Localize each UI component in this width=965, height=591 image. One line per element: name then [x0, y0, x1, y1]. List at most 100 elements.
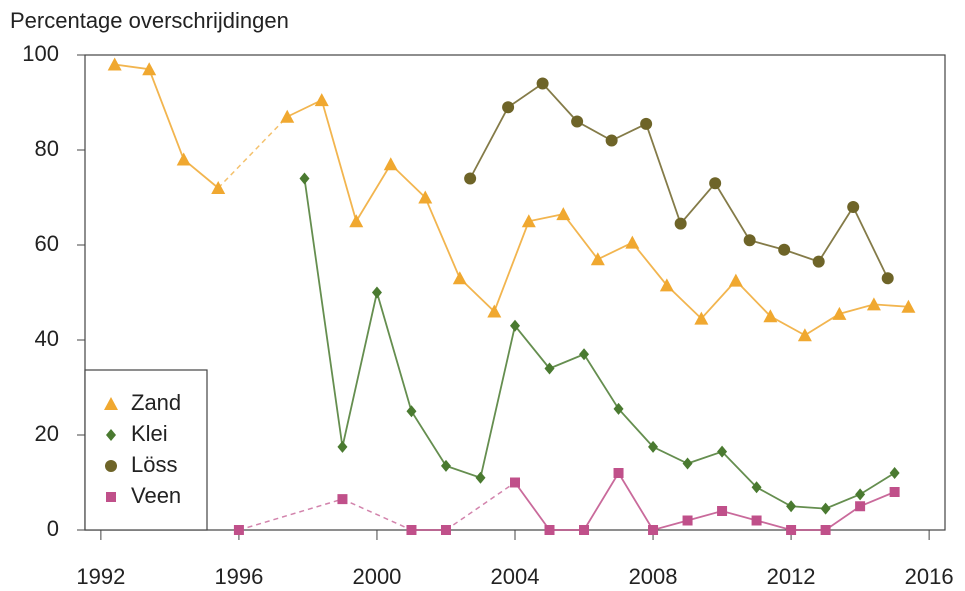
marker-diamond: [510, 319, 520, 332]
series-line: [303, 178, 896, 510]
marker-square: [613, 468, 624, 478]
marker-square: [648, 525, 659, 535]
marker-diamond: [717, 445, 728, 458]
marker-triangle: [383, 157, 398, 171]
marker-triangle: [797, 328, 812, 342]
marker-diamond: [299, 172, 310, 185]
x-tick-label: 2016: [905, 564, 954, 589]
marker-triangle: [142, 62, 157, 76]
marker-triangle: [556, 207, 571, 221]
marker-diamond: [648, 440, 659, 453]
x-tick-label: 1996: [214, 564, 263, 589]
gap-bridge: [217, 116, 288, 189]
marker-triangle: [314, 93, 329, 107]
marker-diamond: [337, 440, 348, 453]
marker-triangle: [625, 235, 640, 249]
series-line: [469, 82, 889, 279]
marker-triangle: [280, 109, 295, 123]
plot-frame: [84, 54, 946, 531]
x-tick-label: 2012: [767, 564, 816, 589]
marker-circle: [881, 272, 894, 285]
marker-diamond: [544, 362, 555, 375]
series-line: [411, 471, 895, 532]
y-tick-label: 0: [47, 516, 59, 541]
marker-circle: [464, 172, 477, 185]
marker-triangle: [349, 214, 364, 228]
y-tick-label: 60: [35, 231, 59, 256]
x-tick-label: 2000: [352, 564, 401, 589]
marker-triangle: [659, 278, 674, 292]
y-tick-label: 100: [22, 41, 59, 66]
marker-diamond: [440, 459, 451, 472]
marker-diamond: [106, 429, 116, 441]
marker-diamond: [371, 286, 382, 299]
gap-bridge: [238, 498, 343, 531]
x-tick-label: 2008: [629, 564, 678, 589]
marker-triangle: [418, 190, 433, 204]
marker-square: [889, 487, 900, 497]
marker-triangle: [728, 273, 743, 287]
marker-square: [233, 525, 244, 535]
marker-triangle: [176, 152, 191, 166]
gap-bridge: [342, 498, 412, 531]
gap-bridge: [445, 481, 516, 531]
marker-square: [751, 515, 762, 526]
marker-diamond: [820, 502, 831, 515]
marker-triangle: [521, 214, 536, 228]
legend-box: [84, 369, 208, 531]
marker-diamond: [855, 488, 866, 501]
marker-circle: [847, 201, 860, 213]
marker-circle: [778, 243, 791, 256]
marker-square: [855, 501, 866, 512]
marker-square: [682, 515, 693, 526]
legend-label: Veen: [131, 483, 181, 508]
marker-triangle: [832, 306, 847, 320]
marker-triangle: [590, 252, 605, 266]
marker-circle: [640, 117, 653, 130]
marker-diamond: [475, 471, 486, 484]
y-tick-label: 20: [35, 421, 59, 446]
marker-triangle: [901, 299, 916, 313]
legend-label: Klei: [131, 421, 168, 446]
marker-diamond: [786, 500, 797, 513]
marker-diamond: [889, 467, 900, 479]
marker-square: [786, 525, 797, 535]
marker-circle: [502, 101, 515, 114]
marker-circle: [536, 77, 549, 90]
marker-square: [406, 525, 417, 535]
legend-label: Löss: [131, 452, 177, 477]
marker-square: [106, 492, 116, 502]
marker-triangle: [487, 304, 502, 318]
marker-triangle: [866, 297, 881, 311]
marker-triangle: [104, 397, 118, 410]
marker-square: [337, 494, 348, 505]
y-axis-label: Percentage overschrijdingen: [10, 8, 289, 33]
marker-diamond: [613, 402, 624, 415]
marker-diamond: [682, 457, 693, 470]
x-tick-label: 1992: [76, 564, 125, 589]
marker-square: [510, 477, 520, 488]
marker-circle: [571, 115, 584, 128]
marker-diamond: [751, 481, 762, 494]
marker-circle: [743, 234, 756, 247]
marker-circle: [709, 177, 722, 190]
x-tick-label: 2004: [491, 564, 540, 589]
marker-triangle: [211, 181, 226, 194]
marker-circle: [674, 217, 687, 230]
marker-square: [820, 525, 831, 535]
marker-triangle: [763, 309, 778, 323]
marker-circle: [105, 460, 117, 472]
y-tick-label: 40: [35, 326, 59, 351]
marker-diamond: [406, 405, 417, 418]
marker-square: [579, 525, 590, 535]
marker-diamond: [579, 348, 590, 361]
marker-circle: [605, 134, 618, 147]
marker-circle: [812, 255, 825, 268]
marker-triangle: [452, 271, 467, 285]
marker-triangle: [694, 311, 709, 325]
marker-square: [440, 525, 451, 535]
marker-square: [544, 525, 555, 535]
marker-square: [717, 506, 728, 516]
y-tick-label: 80: [35, 136, 59, 161]
